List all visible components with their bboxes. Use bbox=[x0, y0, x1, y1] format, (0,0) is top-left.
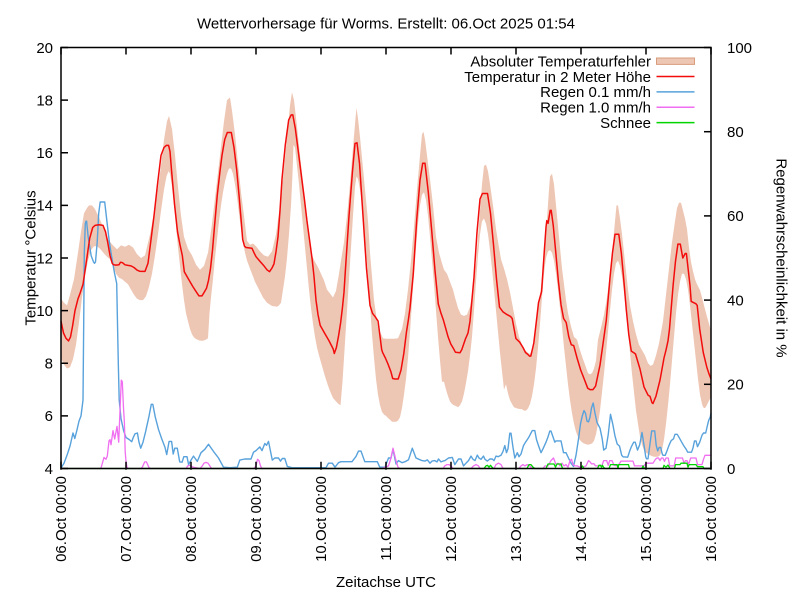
svg-text:60: 60 bbox=[727, 208, 744, 225]
svg-text:14: 14 bbox=[36, 198, 53, 215]
svg-text:Regen 1.0 mm/h: Regen 1.0 mm/h bbox=[540, 100, 651, 117]
svg-text:08.Oct 00:00: 08.Oct 00:00 bbox=[183, 476, 200, 562]
svg-text:100: 100 bbox=[727, 40, 752, 57]
svg-text:0: 0 bbox=[727, 461, 735, 478]
svg-text:12.Oct 00:00: 12.Oct 00:00 bbox=[443, 476, 460, 562]
svg-text:6: 6 bbox=[45, 408, 53, 425]
svg-text:18: 18 bbox=[36, 92, 53, 109]
svg-text:Wettervorhersage für Worms. Er: Wettervorhersage für Worms. Erstellt: 06… bbox=[197, 16, 575, 33]
svg-text:16: 16 bbox=[36, 145, 53, 162]
svg-text:Regenwahrscheinlichkeit in %: Regenwahrscheinlichkeit in % bbox=[773, 158, 790, 357]
svg-text:80: 80 bbox=[727, 124, 744, 141]
svg-text:20: 20 bbox=[36, 40, 53, 57]
svg-text:Temperatur in 2 Meter Höhe: Temperatur in 2 Meter Höhe bbox=[464, 69, 651, 86]
svg-text:07.Oct 00:00: 07.Oct 00:00 bbox=[118, 476, 135, 562]
svg-text:13.Oct 00:00: 13.Oct 00:00 bbox=[508, 476, 525, 562]
svg-text:Temperatur °Celsius: Temperatur °Celsius bbox=[23, 190, 40, 325]
svg-text:06.Oct 00:00: 06.Oct 00:00 bbox=[53, 476, 70, 562]
svg-text:10: 10 bbox=[36, 303, 53, 320]
svg-text:4: 4 bbox=[45, 461, 53, 478]
svg-text:11.Oct 00:00: 11.Oct 00:00 bbox=[378, 476, 395, 561]
svg-text:20: 20 bbox=[727, 377, 744, 394]
svg-text:Schnee: Schnee bbox=[600, 115, 651, 132]
svg-text:Zeitachse UTC: Zeitachse UTC bbox=[336, 574, 436, 591]
svg-text:14.Oct 00:00: 14.Oct 00:00 bbox=[573, 476, 590, 562]
svg-text:15.Oct 00:00: 15.Oct 00:00 bbox=[638, 476, 655, 562]
svg-text:10.Oct 00:00: 10.Oct 00:00 bbox=[313, 476, 330, 562]
svg-text:8: 8 bbox=[45, 356, 53, 373]
svg-text:Absoluter Temperaturfehler: Absoluter Temperaturfehler bbox=[470, 54, 651, 71]
svg-text:40: 40 bbox=[727, 292, 744, 309]
svg-text:12: 12 bbox=[36, 250, 53, 267]
svg-text:Regen 0.1 mm/h: Regen 0.1 mm/h bbox=[540, 84, 651, 101]
svg-text:09.Oct 00:00: 09.Oct 00:00 bbox=[248, 476, 265, 562]
svg-text:16.Oct 00:00: 16.Oct 00:00 bbox=[703, 476, 720, 562]
